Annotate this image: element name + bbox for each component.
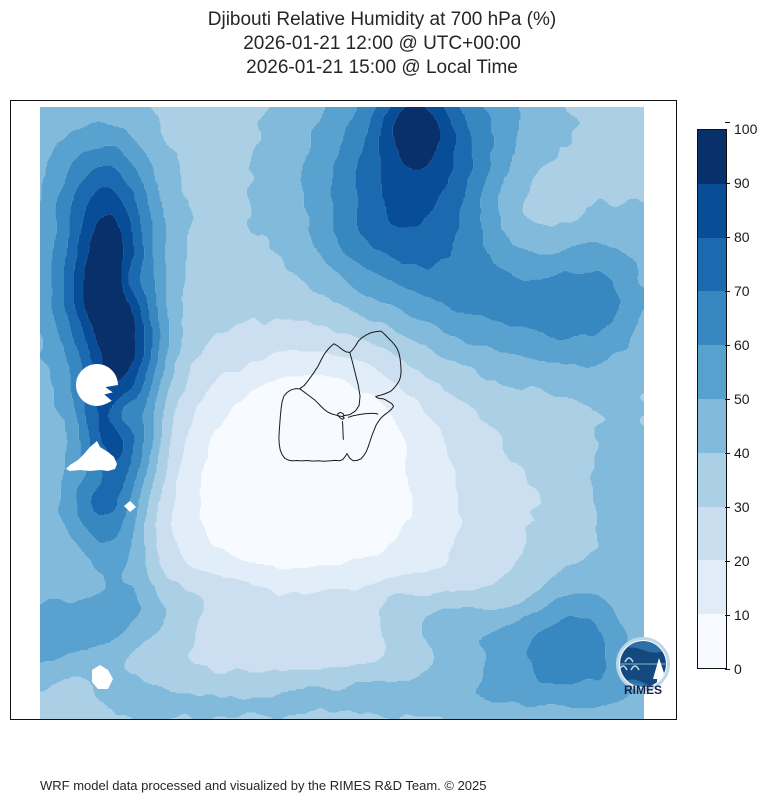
svg-text:RIMES: RIMES xyxy=(624,683,662,697)
